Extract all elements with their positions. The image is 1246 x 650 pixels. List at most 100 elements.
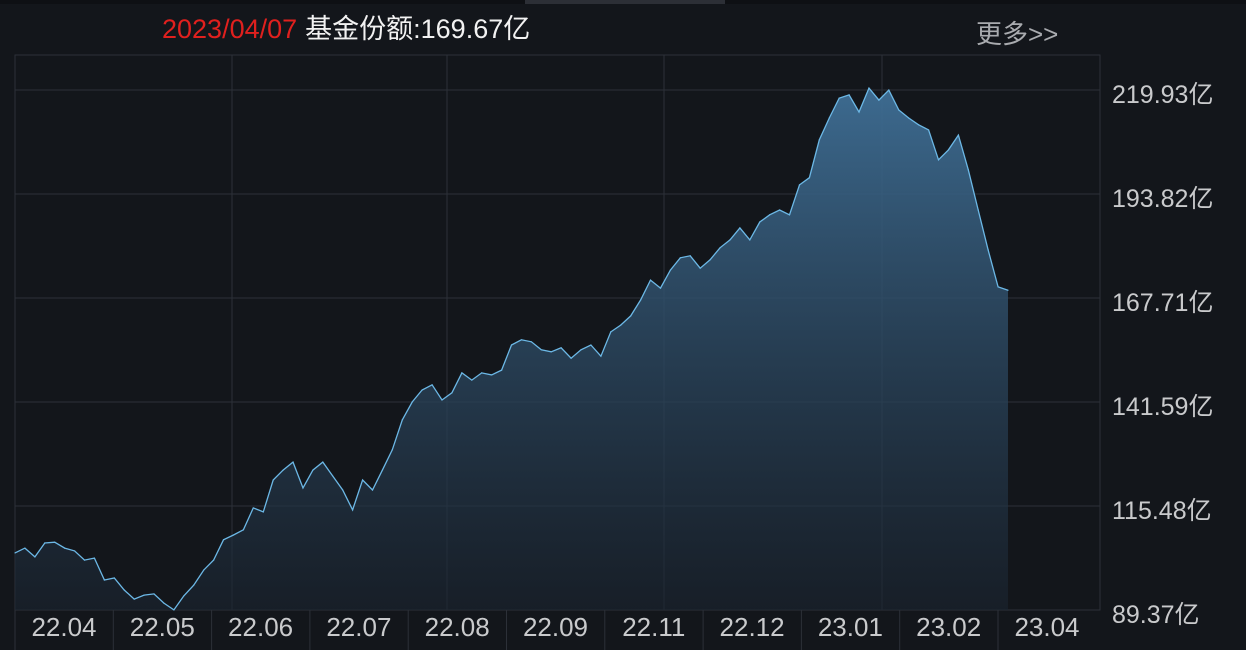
data-point [927, 129, 930, 131]
data-point [769, 214, 771, 216]
data-point [193, 584, 195, 586]
data-point [540, 349, 542, 351]
data-point [510, 344, 513, 346]
data-point [838, 97, 840, 99]
data-point [947, 149, 950, 151]
data-point [73, 550, 76, 552]
more-link[interactable]: 更多>> [976, 19, 1059, 49]
data-point [262, 511, 264, 513]
data-point [401, 419, 403, 421]
data-point [213, 559, 215, 561]
x-tick-label: 22.07 [326, 612, 392, 642]
data-point [64, 547, 66, 549]
data-point [739, 227, 741, 229]
data-point [342, 489, 344, 491]
data-point [659, 287, 662, 289]
data-point [878, 99, 880, 101]
data-point [580, 349, 582, 351]
data-point [918, 124, 920, 126]
data-point [133, 598, 135, 600]
data-point [14, 552, 16, 554]
data-point [937, 159, 940, 161]
data-point [828, 117, 830, 119]
x-tick-label: 23.02 [916, 612, 982, 642]
data-point [818, 139, 820, 141]
data-point [44, 542, 46, 544]
data-point [908, 117, 910, 119]
data-point [411, 401, 413, 403]
data-point [352, 509, 354, 511]
data-point [242, 529, 244, 531]
data-point [332, 475, 334, 477]
data-point [729, 239, 731, 241]
x-tick-label: 22.05 [129, 612, 195, 642]
data-point [868, 87, 870, 89]
header-fund-shares: 基金份额:169.67亿 [305, 14, 531, 44]
data-point [441, 399, 443, 401]
data-point [977, 209, 979, 211]
data-point [987, 249, 989, 251]
data-point [232, 534, 235, 536]
data-point [302, 487, 304, 489]
data-point [113, 577, 115, 579]
x-tick-label: 22.04 [31, 612, 97, 642]
header-date: 2023/04/07 [162, 14, 298, 44]
data-point [451, 392, 453, 394]
x-tick-label: 23.01 [817, 612, 883, 642]
data-point [143, 594, 145, 596]
data-point [689, 255, 691, 257]
data-point [967, 169, 969, 171]
x-tick-label: 23.04 [1014, 612, 1080, 642]
data-point [888, 89, 890, 91]
data-point [590, 344, 592, 346]
data-point [798, 184, 801, 186]
data-point [371, 489, 374, 491]
data-point [282, 469, 284, 471]
data-point [709, 259, 711, 261]
x-tick-label: 22.06 [228, 612, 294, 642]
data-point [272, 479, 274, 481]
data-point [719, 247, 721, 249]
data-point [500, 369, 503, 371]
data-point [431, 384, 433, 386]
data-point [808, 177, 811, 179]
x-tick-label: 22.09 [522, 612, 589, 642]
data-point [749, 239, 751, 241]
data-point [779, 209, 781, 211]
data-point [24, 547, 26, 549]
data-point [103, 579, 105, 581]
y-tick-label: 89.37亿 [1112, 601, 1200, 629]
data-point [530, 341, 532, 343]
data-point [83, 559, 86, 561]
x-tick-label: 22.12 [719, 612, 785, 642]
data-point [759, 221, 761, 223]
data-point [600, 355, 602, 357]
data-point [292, 461, 294, 463]
data-point [699, 267, 701, 269]
data-point [997, 286, 999, 288]
data-point [669, 269, 671, 271]
data-point [203, 569, 205, 571]
data-point [461, 372, 463, 374]
data-point [361, 479, 364, 481]
data-point [173, 609, 175, 611]
data-point [471, 379, 473, 381]
data-point [788, 214, 791, 216]
data-point [491, 374, 493, 376]
y-tick-label: 193.82亿 [1112, 185, 1214, 213]
area-fill [15, 88, 1008, 611]
data-point [153, 593, 155, 595]
y-tick-label: 219.93亿 [1112, 81, 1214, 109]
data-point [679, 257, 681, 259]
y-tick-label: 115.48亿 [1112, 497, 1212, 525]
data-point [570, 357, 572, 359]
data-point [34, 556, 36, 558]
data-point [123, 589, 125, 591]
data-point [630, 315, 632, 317]
header: 2023/04/07 基金份额:169.67亿 [162, 12, 530, 46]
data-point [222, 539, 225, 541]
data-point [391, 449, 393, 451]
data-point [54, 541, 56, 543]
top-bar [0, 0, 1246, 4]
